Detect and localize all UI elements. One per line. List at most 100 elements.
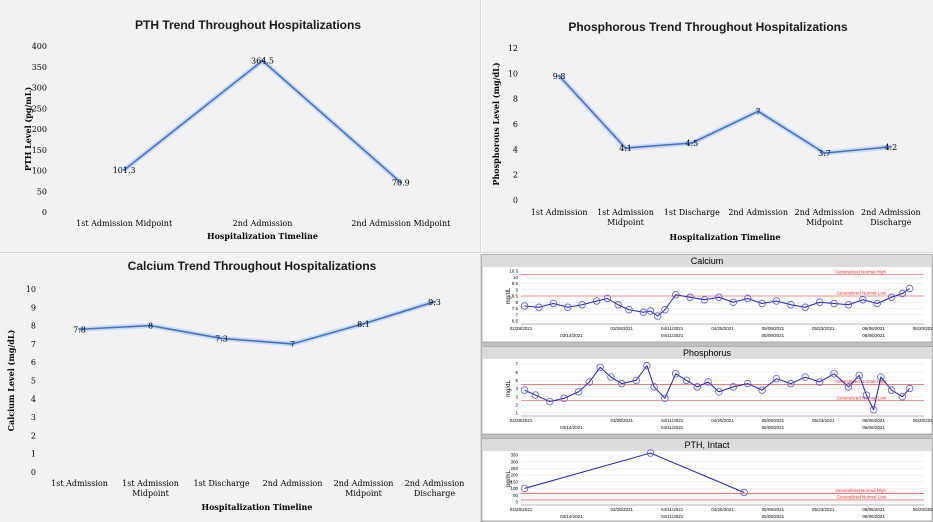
lab-x-tick-label: 06/20/2021	[913, 418, 933, 423]
lab-x-tick-label: 05/09/2021	[762, 333, 785, 338]
y-tick-label: 0	[513, 196, 518, 205]
lab-x-tick-label: 02/28/2021	[510, 418, 533, 423]
lab-data-point	[560, 394, 568, 402]
lab-data-point	[729, 383, 737, 391]
y-tick-label: 50	[37, 187, 47, 196]
y-tick-label: 400	[32, 42, 47, 51]
lab-x-tick-label: 04/11/2021	[661, 425, 684, 430]
data-label: 364.5	[251, 57, 274, 66]
data-point	[823, 151, 826, 155]
data-point	[261, 59, 264, 62]
lab-x-tick-label: 06/20/2021	[913, 326, 933, 331]
series-line	[79, 301, 435, 345]
lab-y-tick-label: 6.5	[512, 319, 519, 324]
lab-x-tick-label: 06/20/2021	[913, 507, 933, 512]
lab-x-tick-label: 06/06/2021	[862, 425, 885, 430]
lab-data-point	[898, 392, 907, 401]
lab-data-point	[704, 378, 712, 386]
lab-y-tick-label: 3	[515, 394, 518, 399]
lab-data-point	[877, 373, 885, 381]
data-label: 101.3	[113, 166, 136, 175]
lab-reference-label: Generalized Normal High	[835, 488, 886, 493]
lab-data-point	[520, 484, 529, 493]
lab-y-tick-label: 10	[513, 275, 519, 280]
lab-y-tick-label: 100	[510, 486, 518, 491]
lab-data-point	[672, 291, 680, 299]
y-tick-label: 0	[31, 468, 36, 477]
lab-data-point	[564, 303, 572, 311]
x-category-label: 2nd Admission Midpoint	[351, 219, 451, 228]
y-tick-label: 4	[31, 395, 36, 404]
lab-data-point	[643, 361, 651, 370]
data-point	[756, 110, 760, 113]
y-tick-label: 2	[513, 171, 518, 180]
x-category-label: 2nd Admission Discharge	[861, 208, 921, 227]
lab-reference-label: Generalized Normal Low	[836, 494, 886, 499]
data-point	[690, 141, 694, 145]
y-tick-label: 5	[31, 377, 36, 386]
lab-y-tick-label: 9.5	[512, 281, 519, 286]
lab-y-tick-label: 50	[513, 493, 519, 498]
lab-y-tick-label: 9	[515, 287, 518, 292]
x-category-label: 1st Admission Midpoint	[122, 479, 179, 498]
lab-y-tick-label: 300	[510, 459, 518, 464]
lab-data-point	[772, 374, 781, 383]
data-label: 7.8	[73, 325, 86, 334]
lab-data-point	[887, 386, 896, 394]
x-category-label: 1st Discharge	[193, 479, 249, 488]
data-label: 4.2	[884, 143, 897, 152]
lab-y-tick-label: 150	[510, 479, 518, 484]
lab-y-tick-label: 7.5	[512, 306, 519, 311]
y-axis-title: PTH Level (pg/mL)	[23, 87, 33, 172]
y-tick-label: 200	[32, 125, 47, 134]
lab-data-point	[855, 371, 863, 380]
lab-data-point	[700, 296, 709, 304]
lab-x-tick-label: 03/14/2021	[560, 425, 583, 430]
lab-data-point	[618, 379, 626, 388]
y-tick-label: 7	[31, 340, 36, 349]
lab-x-tick-label: 05/09/2021	[762, 418, 785, 423]
y-tick-label: 150	[32, 146, 47, 155]
lab-x-tick-label: 05/09/2021	[762, 514, 785, 519]
lab-chart-title: Calcium	[691, 256, 724, 266]
x-category-label: 2nd Admission Discharge	[405, 479, 465, 498]
lab-series-line	[524, 288, 910, 317]
lab-y-tick-label: 200	[510, 473, 518, 478]
data-point	[399, 181, 403, 184]
lab-data-point	[743, 294, 752, 303]
lab-data-point	[873, 299, 881, 308]
lab-data-point	[859, 296, 867, 304]
chart-title: Phosphorous Trend Throughout Hospitaliza…	[568, 20, 848, 34]
lab-data-point	[661, 306, 669, 314]
y-tick-label: 3	[31, 413, 36, 422]
lab-data-point	[844, 383, 853, 391]
lab-data-point	[654, 312, 662, 320]
lab-chart-header	[482, 439, 932, 451]
y-tick-label: 1	[31, 450, 36, 459]
series-line	[558, 75, 891, 154]
lab-data-point	[549, 299, 558, 308]
y-tick-label: 6	[31, 358, 36, 367]
calcium-trend-svg: Calcium Trend Throughout Hospitalization…	[6, 259, 465, 512]
lab-reference-label: Generalized Normal Low	[836, 291, 886, 296]
lab-chart-header	[482, 255, 932, 267]
y-tick-label: 12	[508, 44, 518, 53]
lab-data-point	[574, 388, 583, 396]
lab-x-tick-label: 06/06/2021	[862, 418, 885, 423]
lab-results-panel: Calcium 10.5 10 9.5 9 8.5 8 7.5 7 6.5 Generalized …	[481, 254, 933, 522]
data-point	[291, 342, 294, 346]
lab-data-point	[672, 370, 680, 378]
lab-x-tick-label: 04/11/2021	[661, 418, 684, 423]
data-point	[220, 337, 223, 340]
data-point	[624, 146, 627, 150]
lab-x-tick-label: 04/25/2021	[711, 507, 734, 512]
data-point	[557, 74, 561, 78]
pth-trend-svg: PTH Trend Throughout Hospitalizations 0 50…	[23, 18, 451, 241]
lab-x-tick-label: 05/23/2021	[812, 507, 835, 512]
lab-data-point	[639, 308, 648, 316]
y-tick-label: 8	[31, 322, 36, 331]
lab-results-svg: Calcium10.5109.598.587.576.5Generalized …	[481, 254, 933, 522]
lab-data-point	[743, 379, 752, 388]
lab-data-point	[815, 378, 824, 386]
x-axis-title: Hospitalization Timeline	[207, 231, 318, 241]
